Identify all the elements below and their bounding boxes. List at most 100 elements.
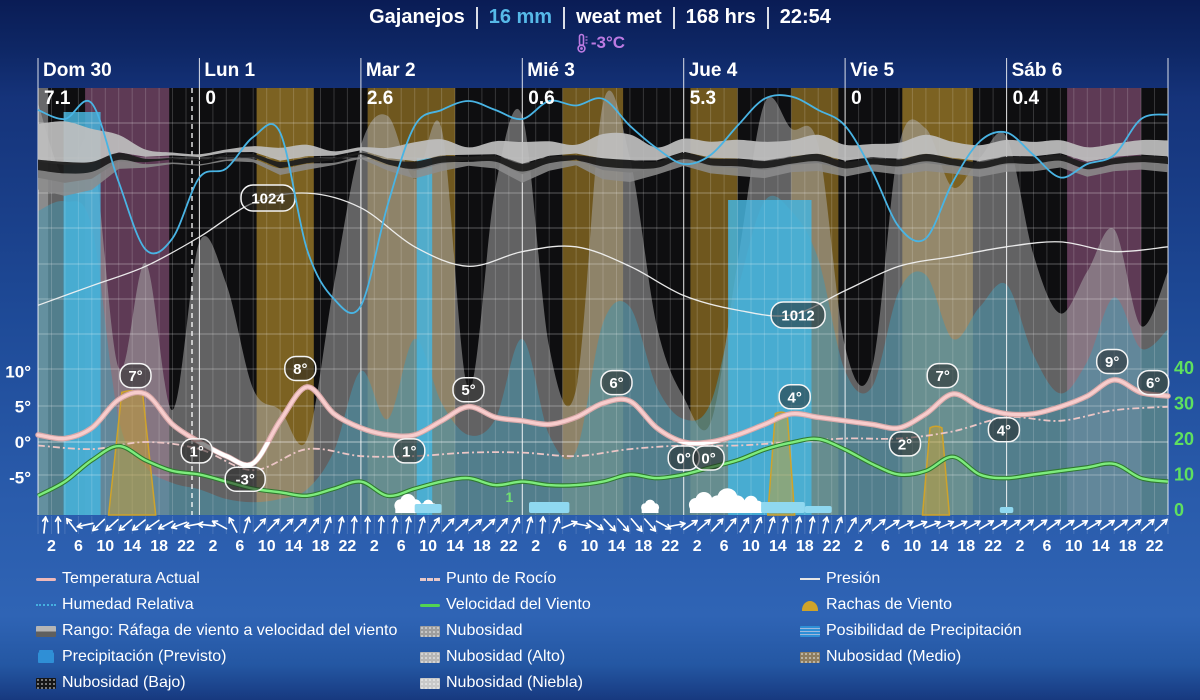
legend-swatch: [36, 598, 56, 612]
svg-text:14: 14: [608, 538, 626, 555]
svg-text:18: 18: [150, 538, 168, 555]
legend-label: Rachas de Viento: [826, 596, 953, 613]
legend-item: Humedad Relativa: [36, 592, 397, 618]
legend-item: Nubosidad (Alto): [420, 644, 591, 670]
legend-item: Rango: Ráfaga de viento a velocidad del …: [36, 618, 397, 644]
svg-text:6°: 6°: [1146, 375, 1160, 392]
svg-text:0: 0: [1174, 500, 1184, 520]
legend-swatch: [36, 676, 56, 690]
legend-swatch: [800, 624, 820, 638]
legend-swatch: [420, 598, 440, 612]
legend-swatch: [36, 650, 56, 664]
svg-text:18: 18: [796, 538, 814, 555]
pressure-labels: 1024 1012: [240, 184, 826, 329]
legend-label: Temperatura Actual: [62, 570, 200, 587]
svg-text:5.3: 5.3: [690, 88, 716, 109]
svg-text:6: 6: [720, 538, 729, 555]
duration-label: 168 hrs: [685, 6, 756, 28]
svg-text:6: 6: [881, 538, 890, 555]
svg-text:1012: 1012: [781, 308, 814, 325]
svg-text:22: 22: [177, 538, 195, 555]
svg-text:4°: 4°: [788, 389, 802, 406]
legend-item: Velocidad del Viento: [420, 592, 591, 618]
precip-probability-area: [38, 195, 1168, 515]
legend-swatch: [800, 572, 820, 586]
svg-text:30: 30: [1174, 394, 1194, 414]
svg-text:10: 10: [1065, 538, 1083, 555]
svg-text:18: 18: [1119, 538, 1137, 555]
separator: [563, 6, 566, 29]
svg-text:14: 14: [930, 538, 948, 555]
svg-text:Mié 3: Mié 3: [527, 60, 575, 81]
svg-text:Vie 5: Vie 5: [850, 60, 894, 81]
svg-text:18: 18: [312, 538, 330, 555]
svg-text:5°: 5°: [15, 398, 31, 417]
legend-label: Presión: [826, 570, 881, 587]
svg-text:6: 6: [235, 538, 244, 555]
svg-text:2: 2: [854, 538, 863, 555]
svg-text:1°: 1°: [402, 443, 416, 460]
temperature-labels: 7° 8° 5° 6° 4° 7° 9° 6° 1° -3° 1° 0° 0° 2° 4°: [119, 348, 1170, 492]
legend-swatch: [36, 624, 56, 638]
legend-label: Rango: Ráfaga de viento a velocidad del …: [62, 622, 398, 639]
svg-text:6: 6: [1042, 538, 1051, 555]
dewpoint-line: [37, 405, 1169, 472]
legend-swatch: [420, 676, 440, 690]
svg-text:0.4: 0.4: [1013, 88, 1040, 109]
svg-text:14: 14: [1092, 538, 1110, 555]
day-labels: Dom 30 7.1 Lun 1 0 Mar 2 2.6 Mié 3 0.6 Jue 4 5.3 V…: [43, 60, 1062, 109]
svg-text:40: 40: [1174, 358, 1194, 378]
model-label: weat met: [576, 6, 662, 28]
legend-item: Nubosidad (Bajo): [36, 670, 397, 696]
svg-text:6: 6: [74, 538, 83, 555]
legend-swatch: [420, 572, 440, 586]
legend-label: Velocidad del Viento: [446, 596, 591, 613]
legend-column: Punto de Rocío Velocidad del Viento Nubosi…: [420, 566, 591, 696]
wind-min-label: 1: [506, 489, 514, 505]
svg-text:18: 18: [957, 538, 975, 555]
svg-text:Sáb 6: Sáb 6: [1012, 60, 1063, 81]
svg-text:0: 0: [851, 88, 862, 109]
svg-text:0°: 0°: [677, 451, 691, 468]
legend-item: Nubosidad (Medio): [800, 644, 1022, 670]
svg-text:1024: 1024: [251, 191, 285, 208]
legend-swatch: [420, 624, 440, 638]
svg-text:6: 6: [558, 538, 567, 555]
svg-text:4°: 4°: [997, 422, 1011, 439]
legend-swatch: [800, 598, 820, 612]
legend-label: Nubosidad: [446, 622, 523, 639]
svg-text:10: 10: [742, 538, 760, 555]
svg-text:0.6: 0.6: [528, 88, 554, 109]
svg-text:5°: 5°: [461, 382, 475, 399]
svg-text:14: 14: [769, 538, 787, 555]
svg-text:1: 1: [506, 489, 514, 505]
svg-text:18: 18: [473, 538, 491, 555]
svg-text:10: 10: [258, 538, 276, 555]
svg-text:9°: 9°: [1105, 354, 1119, 371]
svg-text:20: 20: [1174, 429, 1194, 449]
svg-text:Mar 2: Mar 2: [366, 60, 416, 81]
svg-text:10: 10: [904, 538, 922, 555]
svg-text:6°: 6°: [609, 375, 623, 392]
legend-item: Posibilidad de Precipitación: [800, 618, 1022, 644]
svg-text:-3°: -3°: [236, 472, 255, 489]
svg-text:2°: 2°: [898, 436, 912, 453]
legend-item: Nubosidad: [420, 618, 591, 644]
svg-text:18: 18: [635, 538, 653, 555]
svg-text:0: 0: [205, 88, 216, 109]
min-temp-label: -3°C: [590, 33, 626, 52]
svg-text:22: 22: [1146, 538, 1164, 555]
legend-swatch: [800, 650, 820, 664]
legend-label: Nubosidad (Niebla): [446, 674, 583, 691]
svg-text:10°: 10°: [5, 362, 31, 381]
legend-item: Nubosidad (Niebla): [420, 670, 591, 696]
legend-label: Posibilidad de Precipitación: [826, 622, 1022, 639]
svg-text:2: 2: [693, 538, 702, 555]
legend-label: Nubosidad (Bajo): [62, 674, 186, 691]
legend-label: Precipitación (Previsto): [62, 648, 227, 665]
pressure-line: [37, 192, 1169, 317]
legend-label: Nubosidad (Medio): [826, 648, 962, 665]
svg-text:2: 2: [47, 538, 56, 555]
